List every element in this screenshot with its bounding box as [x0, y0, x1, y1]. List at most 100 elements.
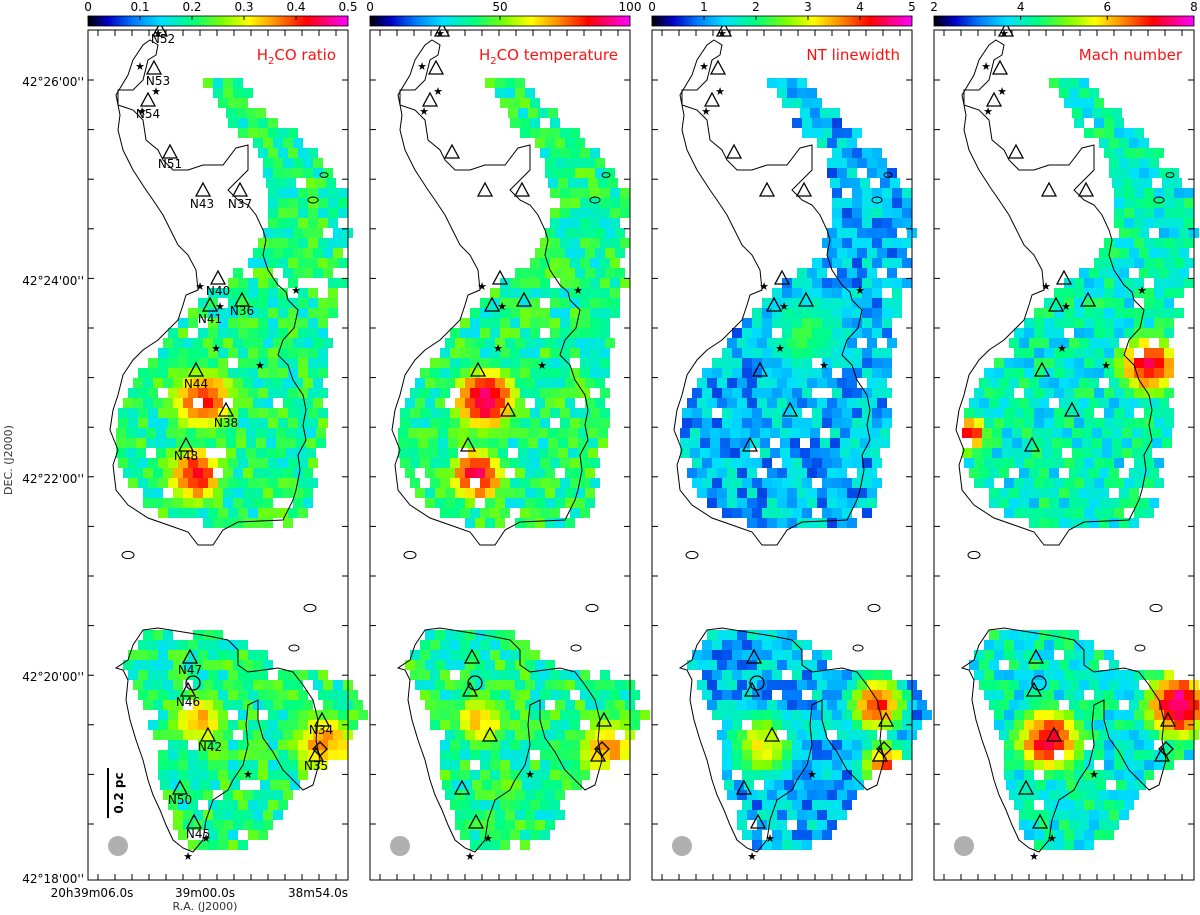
map-pixel — [717, 700, 727, 710]
map-pixel — [867, 268, 877, 278]
map-pixel — [882, 238, 892, 248]
map-pixel — [984, 368, 994, 378]
map-pixel — [892, 218, 902, 228]
contour-south — [396, 627, 603, 853]
map-pixel — [802, 298, 812, 308]
map-pixel — [552, 780, 562, 790]
map-pixel — [1104, 328, 1114, 338]
map-pixel — [263, 138, 273, 148]
map-pixel — [687, 468, 697, 478]
map-pixel — [560, 710, 570, 720]
map-pixel — [1089, 338, 1099, 348]
map-pixel — [263, 248, 273, 258]
map-pixel — [1144, 348, 1154, 358]
map-pixel — [1014, 800, 1024, 810]
map-pixel — [465, 498, 475, 508]
map-pixel — [1084, 318, 1094, 328]
map-pixel — [1079, 730, 1089, 740]
map-pixel — [410, 408, 420, 418]
map-pixel — [610, 208, 620, 218]
map-pixel — [323, 168, 333, 178]
map-pixel — [1044, 348, 1054, 358]
map-pixel — [832, 458, 842, 468]
map-pixel — [1059, 660, 1069, 670]
map-pixel — [258, 318, 268, 328]
map-pixel — [230, 780, 240, 790]
map-pixel — [1144, 258, 1154, 268]
map-pixel — [206, 428, 216, 438]
map-pixel — [268, 128, 278, 138]
map-pixel — [752, 740, 762, 750]
map-pixel — [198, 840, 208, 850]
triangle-marker — [463, 648, 481, 664]
map-pixel — [1054, 318, 1064, 328]
map-pixel — [1094, 298, 1104, 308]
map-pixel — [722, 368, 732, 378]
map-pixel — [525, 338, 535, 348]
map-pixel — [218, 670, 228, 680]
map-pixel — [1034, 478, 1044, 488]
map-pixel — [1144, 740, 1154, 750]
map-pixel — [1179, 268, 1189, 278]
map-pixel — [530, 690, 540, 700]
map-pixel — [278, 258, 288, 268]
map-pixel — [1074, 288, 1084, 298]
map-pixel — [842, 308, 852, 318]
map-pixel — [540, 800, 550, 810]
contour-fragment — [1134, 644, 1146, 652]
map-pixel — [1064, 800, 1074, 810]
map-pixel — [228, 348, 238, 358]
map-pixel — [450, 650, 460, 660]
map-pixel — [248, 128, 258, 138]
map-pixel — [1089, 820, 1099, 830]
map-pixel — [485, 398, 495, 408]
map-pixel — [500, 830, 510, 840]
map-pixel — [817, 790, 827, 800]
beam-circle — [108, 836, 128, 856]
map-pixel — [867, 168, 877, 178]
map-pixel — [1124, 710, 1134, 720]
map-pixel — [480, 800, 490, 810]
map-pixel — [163, 398, 173, 408]
map-pixel — [1104, 128, 1114, 138]
map-pixel — [1164, 258, 1174, 268]
map-pixel — [223, 498, 233, 508]
map-pixel — [495, 810, 505, 820]
map-pixel — [288, 760, 298, 770]
map-pixel — [1024, 830, 1034, 840]
map-pixel — [1174, 710, 1184, 720]
map-pixel — [1162, 428, 1172, 438]
map-pixel — [1144, 690, 1154, 700]
map-pixel — [762, 508, 772, 518]
map-pixel — [982, 448, 992, 458]
map-pixel — [862, 750, 872, 760]
map-pixel — [258, 418, 268, 428]
map-pixel — [128, 388, 138, 398]
map-pixel — [897, 248, 907, 258]
map-pixel — [248, 258, 258, 268]
map-pixel — [1149, 680, 1159, 690]
map-pixel — [1144, 308, 1154, 318]
map-pixel — [892, 750, 902, 760]
map-pixel — [1074, 750, 1084, 760]
map-pixel — [837, 138, 847, 148]
map-pixel — [872, 298, 882, 308]
map-pixel — [435, 660, 445, 670]
map-pixel — [842, 418, 852, 428]
map-pixel — [717, 468, 727, 478]
map-pixel — [186, 438, 196, 448]
map-pixel — [822, 278, 832, 288]
map-pixel — [862, 770, 872, 780]
map-pixel — [183, 498, 193, 508]
map-pixel — [1149, 268, 1159, 278]
map-pixel — [440, 670, 450, 680]
map-pixel — [1144, 198, 1154, 208]
map-pixel — [176, 448, 186, 458]
map-pixel — [480, 770, 490, 780]
map-pixel — [792, 650, 802, 660]
map-pixel — [1174, 750, 1184, 760]
map-pixel — [298, 368, 308, 378]
map-pixel — [303, 498, 313, 508]
map-pixel — [999, 498, 1009, 508]
map-pixel — [1024, 348, 1034, 358]
